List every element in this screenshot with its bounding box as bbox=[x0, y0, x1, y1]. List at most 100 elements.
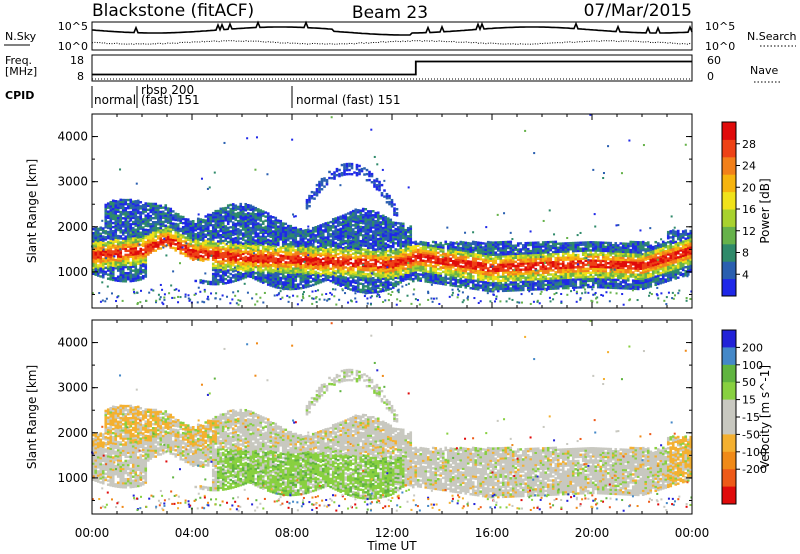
power-cell bbox=[276, 272, 280, 275]
power-cell bbox=[439, 260, 443, 263]
power-cell bbox=[251, 254, 255, 257]
power-cell bbox=[394, 221, 398, 225]
power-cell bbox=[326, 258, 330, 261]
power-cell bbox=[194, 257, 198, 260]
power-cell bbox=[529, 249, 533, 253]
power-cell bbox=[159, 243, 163, 246]
power-cell bbox=[329, 227, 333, 230]
power-cell bbox=[321, 245, 325, 248]
power-cell bbox=[554, 271, 558, 274]
power-cell bbox=[99, 271, 103, 274]
power-cell bbox=[236, 244, 240, 247]
power-cell bbox=[221, 227, 225, 230]
power-cell bbox=[206, 219, 210, 223]
freq-line bbox=[92, 60, 692, 76]
power-cell bbox=[144, 271, 148, 274]
power-cell bbox=[554, 281, 558, 284]
power-cell bbox=[544, 259, 548, 262]
power-cell bbox=[266, 257, 270, 260]
power-cell bbox=[489, 241, 493, 244]
power-cell bbox=[249, 257, 253, 260]
power-cell bbox=[289, 265, 293, 268]
power-cell bbox=[231, 243, 235, 247]
power-cell bbox=[156, 216, 160, 220]
power-cell bbox=[366, 256, 370, 260]
power-cell bbox=[214, 280, 218, 284]
power-cell bbox=[511, 248, 515, 252]
power-cell bbox=[281, 264, 285, 268]
power-cell bbox=[159, 239, 163, 242]
power-cell bbox=[179, 239, 183, 243]
power-cell bbox=[236, 205, 240, 209]
power-cell bbox=[361, 262, 365, 266]
power-cell bbox=[371, 246, 375, 249]
power-cell bbox=[284, 234, 288, 238]
power-cell bbox=[234, 216, 238, 220]
power-cell bbox=[194, 249, 198, 252]
power-cell bbox=[486, 255, 490, 258]
power-cell bbox=[266, 238, 270, 242]
power-cell bbox=[464, 269, 468, 273]
power-cell bbox=[291, 259, 295, 262]
power-cell bbox=[416, 277, 420, 280]
power-cell bbox=[504, 242, 508, 246]
power-cell bbox=[224, 265, 228, 269]
power-cell bbox=[284, 279, 288, 282]
power-cell bbox=[341, 218, 345, 221]
power-cell bbox=[546, 287, 550, 291]
power-cell bbox=[439, 272, 443, 275]
power-cell bbox=[334, 263, 338, 267]
power-cell bbox=[499, 287, 503, 291]
power-cell bbox=[346, 216, 350, 219]
power-cell bbox=[336, 265, 340, 268]
power-cell bbox=[396, 238, 400, 241]
power-cell bbox=[231, 257, 235, 261]
power-cell bbox=[264, 241, 268, 245]
power-cell bbox=[284, 277, 288, 280]
power-cell bbox=[206, 254, 210, 257]
power-cell bbox=[359, 268, 363, 271]
power-cell bbox=[231, 221, 235, 224]
power-cell bbox=[486, 257, 490, 260]
power-cell bbox=[281, 244, 285, 248]
power-cell bbox=[509, 258, 513, 262]
power-cell bbox=[211, 228, 215, 231]
power-cell bbox=[366, 266, 370, 270]
power-cell bbox=[124, 225, 128, 228]
power-cell bbox=[146, 228, 150, 232]
power-cell bbox=[269, 253, 273, 257]
power-cell bbox=[144, 255, 148, 258]
power-cell bbox=[91, 250, 95, 253]
power-cell bbox=[144, 269, 148, 272]
power-cell bbox=[119, 241, 123, 244]
power-cell bbox=[316, 239, 320, 242]
power-cell bbox=[379, 290, 383, 293]
power-cell bbox=[429, 260, 433, 264]
power-cell bbox=[431, 269, 435, 272]
power-cell bbox=[521, 254, 525, 257]
power-cell bbox=[431, 281, 435, 284]
power-cell bbox=[236, 248, 240, 251]
power-cell bbox=[511, 256, 515, 260]
power-cell bbox=[196, 248, 200, 251]
power-cell bbox=[534, 284, 538, 287]
power-cell bbox=[136, 211, 140, 215]
power-cell bbox=[356, 229, 360, 232]
power-cell bbox=[339, 260, 343, 263]
power-cell bbox=[154, 212, 158, 216]
power-cell bbox=[441, 244, 445, 247]
power-cell bbox=[134, 261, 138, 264]
power-cell bbox=[304, 255, 308, 258]
power-cell bbox=[204, 280, 208, 283]
power-cell bbox=[239, 204, 243, 208]
power-cell bbox=[364, 244, 368, 247]
power-cell bbox=[526, 256, 530, 259]
power-cell bbox=[214, 242, 218, 245]
power-cell bbox=[469, 268, 473, 272]
power-cell bbox=[354, 236, 358, 240]
power-cell bbox=[471, 277, 475, 280]
power-cell bbox=[216, 230, 220, 233]
power-cell bbox=[166, 213, 170, 216]
power-cell bbox=[364, 272, 368, 276]
power-cell bbox=[371, 262, 375, 266]
